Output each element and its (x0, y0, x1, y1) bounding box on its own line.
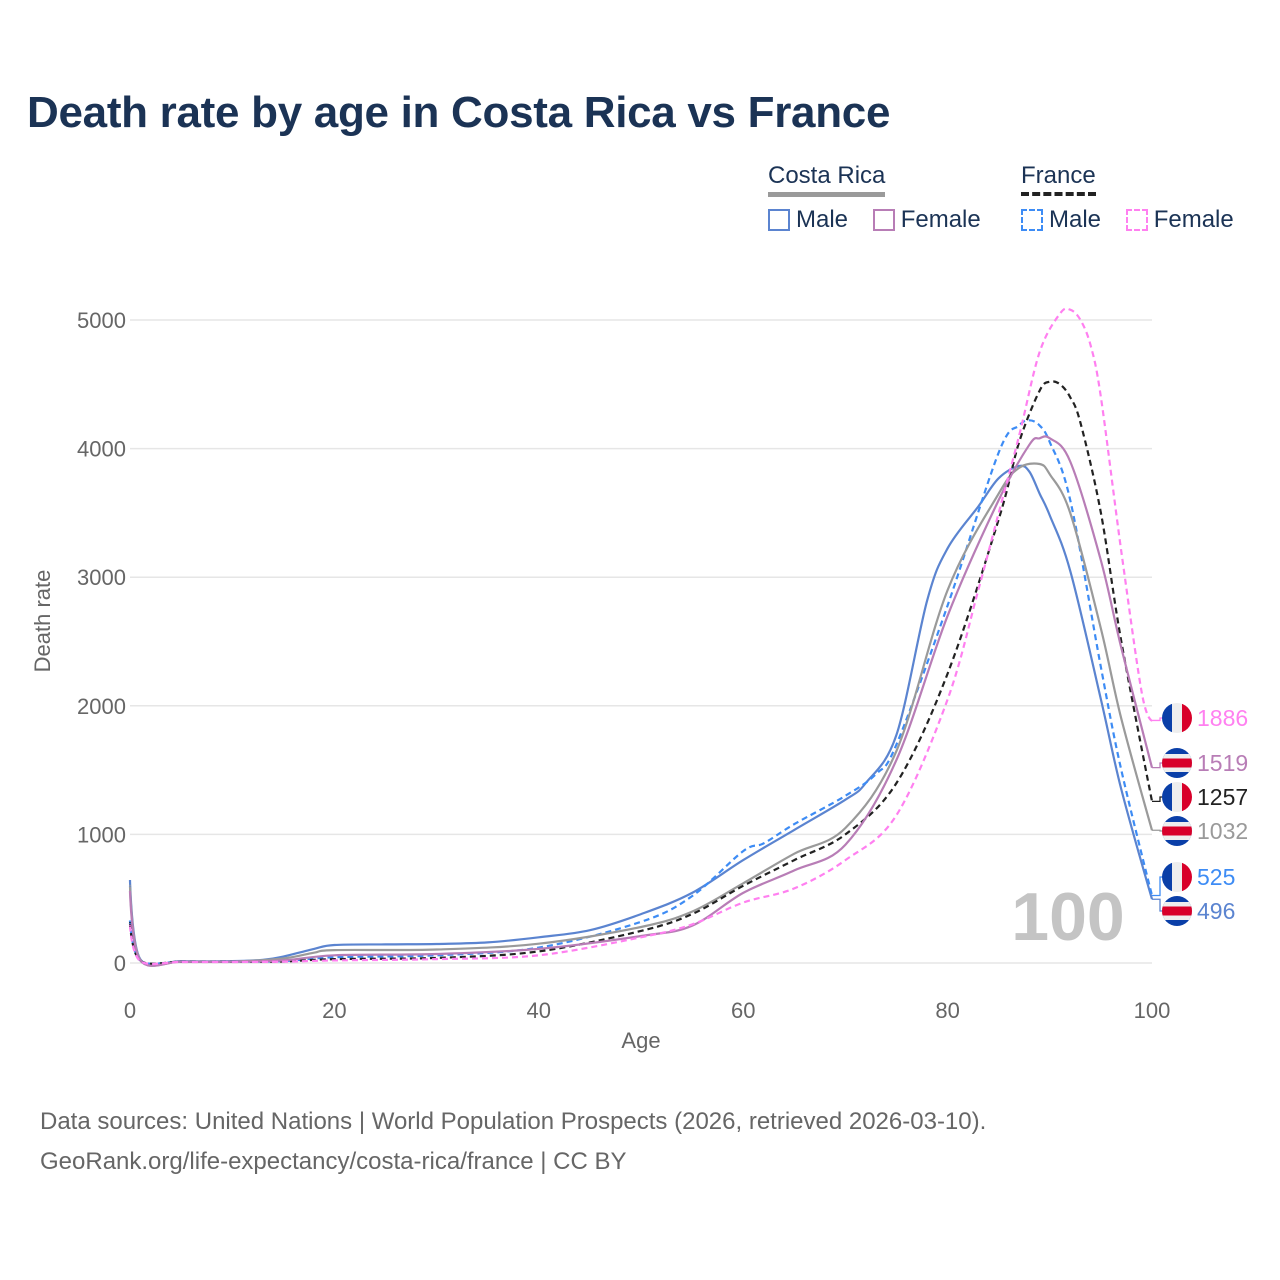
y-tick-label: 3000 (77, 565, 126, 590)
legend-swatch (1125, 209, 1148, 231)
series-line-costa-rica-total[interactable] (128, 462, 1154, 967)
footer-link[interactable]: GeoRank.org/life-expectancy/costa-rica/f… (40, 1148, 627, 1175)
y-tick-label: 2000 (77, 694, 126, 719)
legend-label: Female (900, 206, 981, 233)
end-value-label: 1886 (1197, 705, 1248, 731)
x-tick-label: 40 (527, 998, 551, 1023)
y-axis-title: Death rate (30, 570, 55, 673)
y-tick-label: 5000 (77, 308, 126, 333)
end-value-label: 496 (1197, 898, 1235, 924)
footer-source: Data sources: United Nations | World Pop… (40, 1108, 987, 1135)
x-tick-label: 60 (731, 998, 755, 1023)
legend-swatch (872, 209, 895, 231)
series-line-costa-rica-female[interactable] (128, 435, 1154, 967)
x-axis-title: Age (621, 1028, 660, 1053)
legend-item-costa-rica-female[interactable]: Female (872, 206, 981, 234)
chart-title: Death rate by age in Costa Rica vs Franc… (27, 88, 891, 137)
costa-rica-flag-icon (1162, 896, 1192, 926)
france-flag-icon (1162, 782, 1192, 812)
france-flag-icon (1162, 703, 1192, 733)
costa-rica-flag-icon (1162, 816, 1192, 846)
age-indicator: 100 (1011, 879, 1124, 955)
legend-item-france-female[interactable]: Female (1125, 206, 1234, 234)
legend-group-france: France Male Female (1021, 162, 1234, 233)
x-tick-label: 80 (935, 998, 959, 1023)
series-line-france-total[interactable] (128, 380, 1154, 965)
series-line-france-female[interactable] (128, 307, 1153, 966)
end-value-label: 525 (1197, 864, 1235, 890)
legend-label: Female (1153, 206, 1234, 233)
legend-swatch (1021, 209, 1043, 231)
x-tick-label: 20 (322, 998, 346, 1023)
y-tick-label: 1000 (77, 822, 126, 847)
costa-rica-flag-icon (1162, 748, 1192, 778)
series-line-france-male[interactable] (128, 419, 1154, 965)
y-tick-label: 0 (114, 951, 126, 976)
end-value-label: 1032 (1197, 818, 1248, 844)
france-flag-icon (1162, 862, 1192, 892)
legend-label: Male (796, 206, 849, 233)
legend-group-title: France (1021, 162, 1096, 196)
y-tick-label: 4000 (77, 437, 126, 462)
x-tick-label: 0 (124, 998, 136, 1023)
legend-item-costa-rica-male[interactable]: Male (768, 206, 848, 234)
end-value-label: 1257 (1197, 784, 1248, 810)
x-tick-label: 100 (1134, 998, 1171, 1023)
legend-label: Male (1049, 206, 1102, 233)
series-line-costa-rica-male[interactable] (128, 464, 1154, 967)
legend-group-costa-rica: Costa Rica Male Female (768, 162, 981, 233)
legend-item-france-male[interactable]: Male (1021, 206, 1101, 234)
end-value-label: 1519 (1197, 750, 1248, 776)
legend-group-title: Costa Rica (768, 162, 886, 197)
legend-swatch (768, 209, 790, 231)
